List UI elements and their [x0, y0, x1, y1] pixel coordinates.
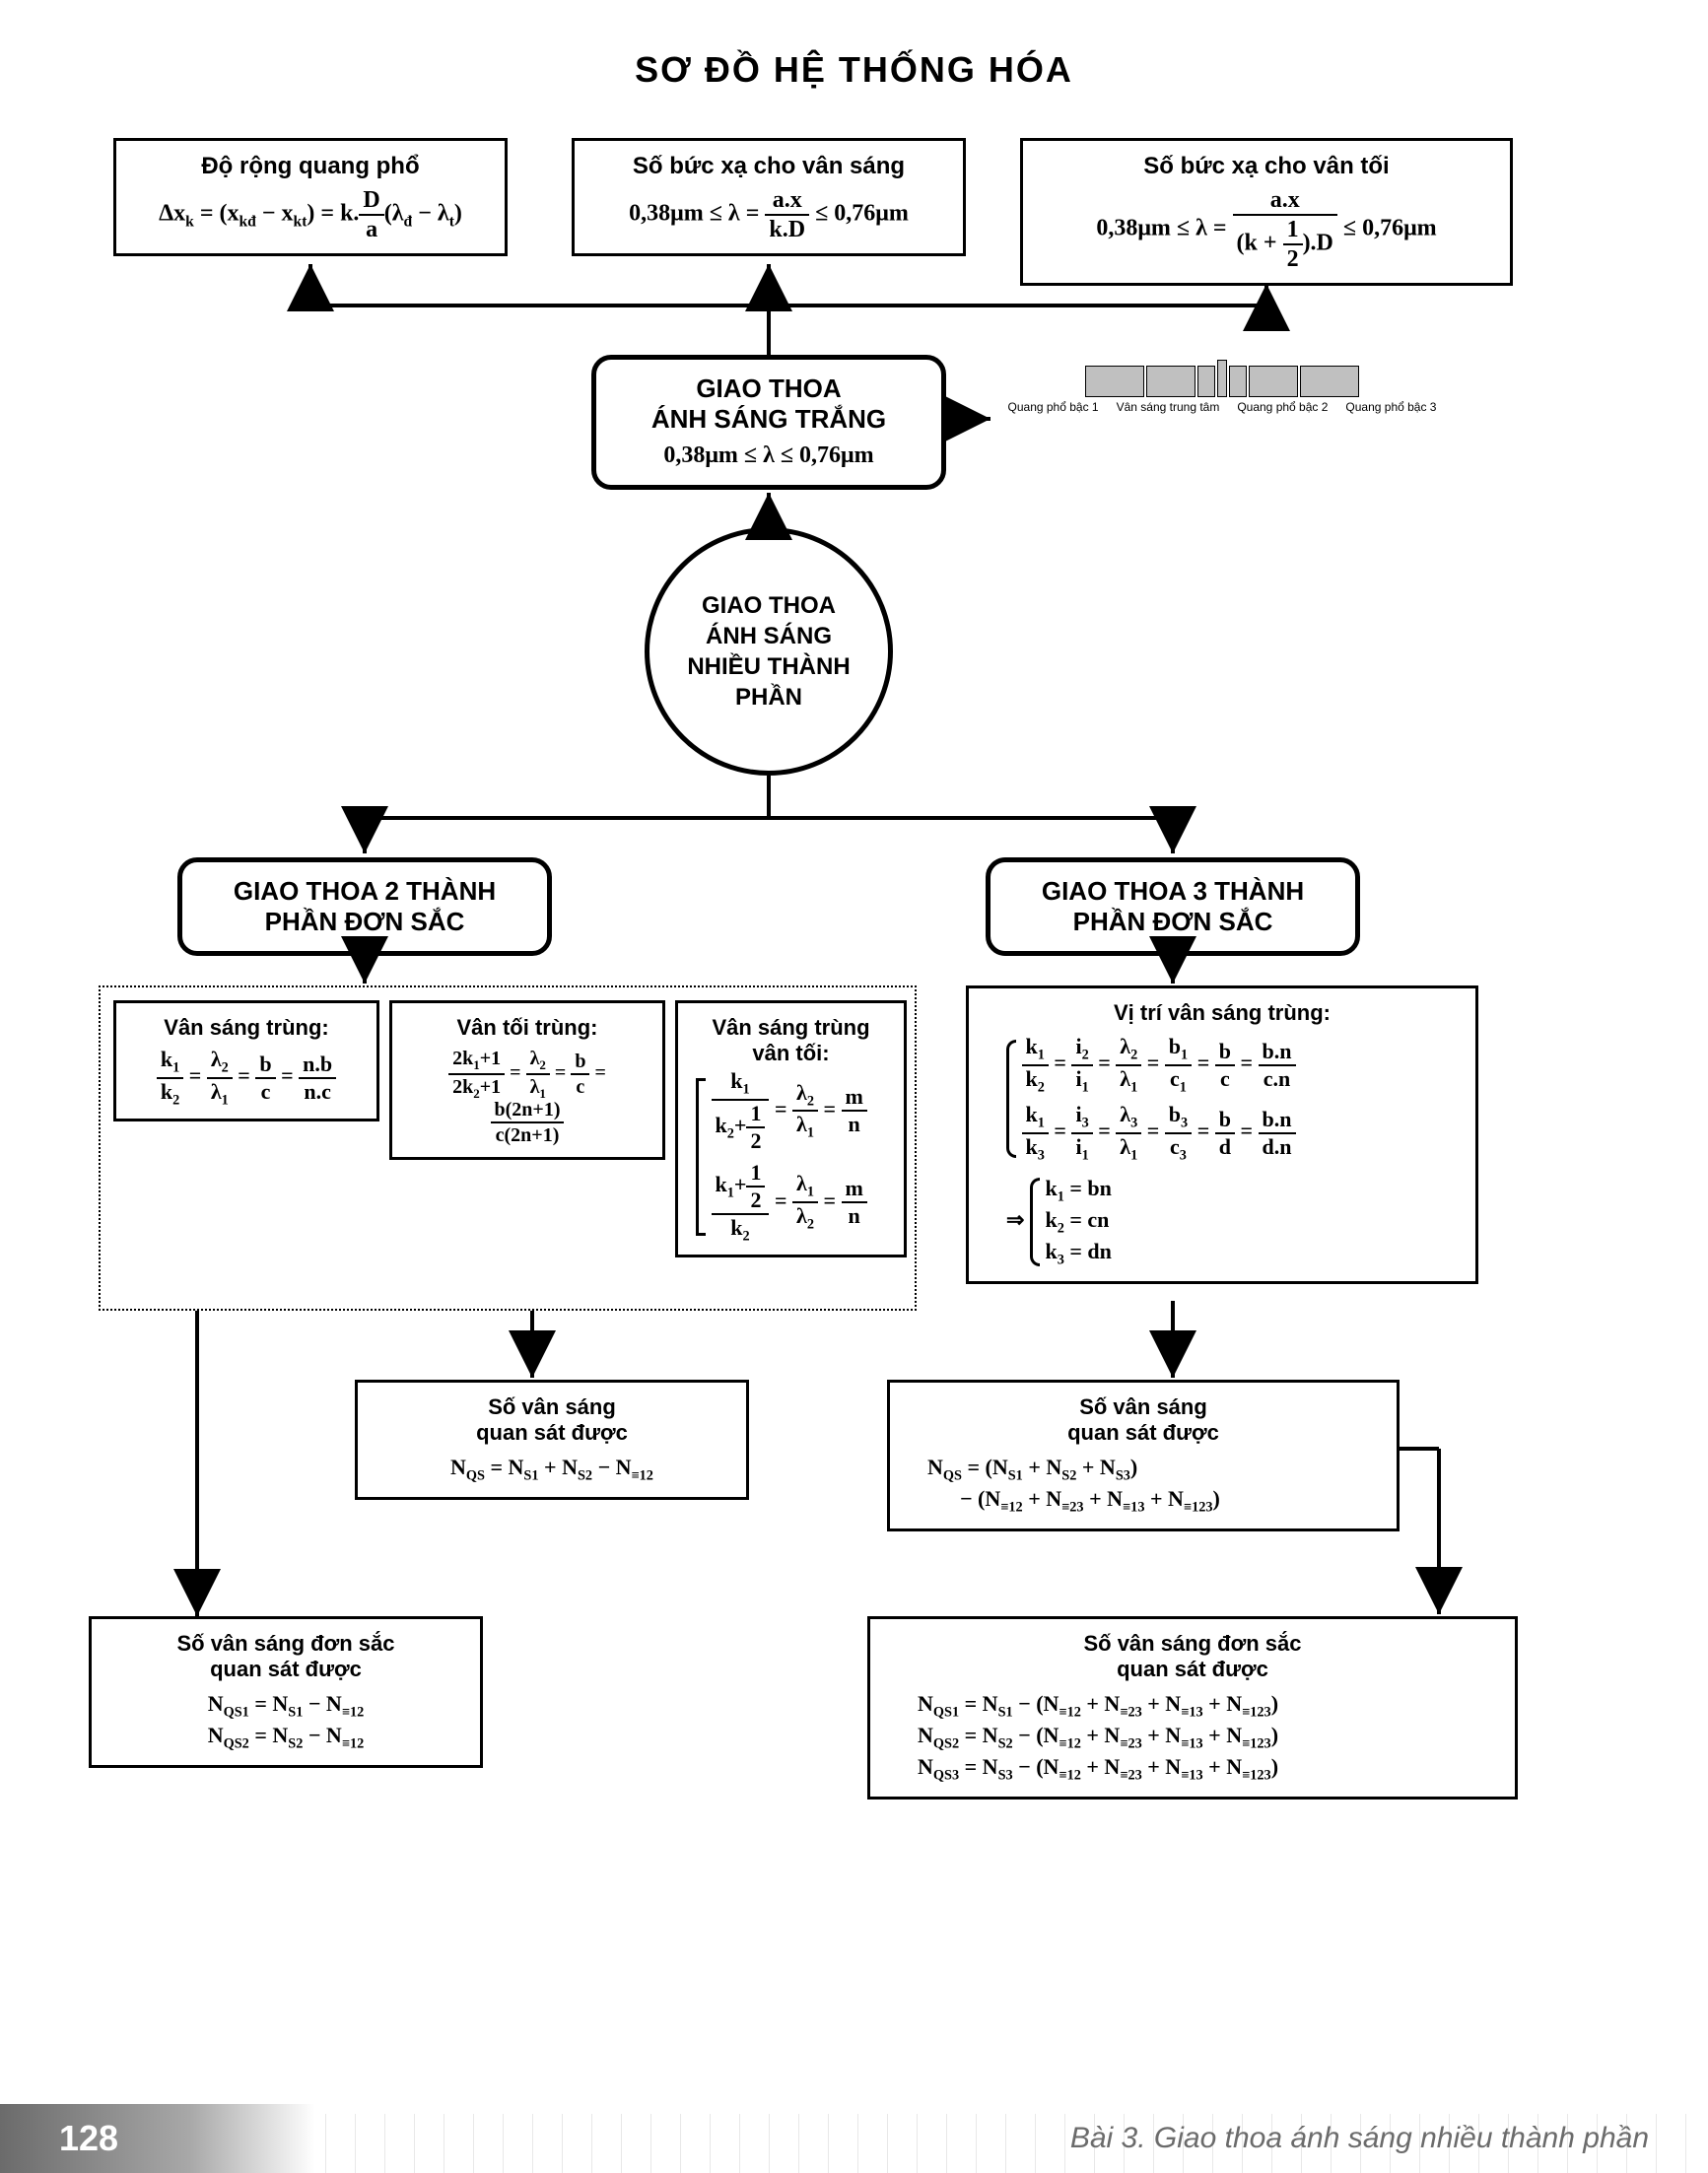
three-position-title: Vị trí vân sáng trùng: [987, 1000, 1458, 1026]
bright-coincide-formula: k1k2 = λ2λ1 = bc = n.bn.c [134, 1049, 359, 1107]
node-bright-coincide: Vân sáng trùng: k1k2 = λ2λ1 = bc = n.bn.… [113, 1000, 379, 1121]
bright-radiation-title: Số bức xạ cho vân sáng [592, 153, 945, 180]
diagram-page: SƠ ĐỒ HỆ THỐNG HÓA Độ rộng quang phổ Δxk… [0, 0, 1708, 2173]
node-white-light: GIAO THOA ÁNH SÁNG TRẮNG 0,38μm ≤ λ ≤ 0,… [591, 355, 946, 490]
dark-radiation-formula: 0,38μm ≤ λ = a.x(k + 12).D ≤ 0,76μm [1041, 188, 1492, 271]
three-comp-line1: GIAO THOA 3 THÀNH [1014, 876, 1332, 907]
three-comp-line2: PHẦN ĐƠN SẮC [1014, 907, 1332, 937]
node-bright-dark: Vân sáng trùngvân tối: k1k2+12 = λ2λ1 = … [675, 1000, 907, 1257]
spectrum-diagram: Quang phổ bậc 1 Vân sáng trung tâm Quang… [995, 360, 1449, 414]
spectrum-label-1: Quang phổ bậc 1 [1008, 401, 1099, 414]
white-light-line2: ÁNH SÁNG TRẮNG [620, 404, 918, 435]
node-spectrum-width: Độ rộng quang phổ Δxk = (xkđ − xkt) = k.… [113, 138, 508, 256]
spectrum-width-formula: Δxk = (xkđ − xkt) = k.Da(λđ − λt) [134, 188, 487, 241]
bright-coincide-title: Vân sáng trùng: [134, 1015, 359, 1041]
node-dark-radiation: Số bức xạ cho vân tối 0,38μm ≤ λ = a.x(k… [1020, 138, 1513, 286]
page-number: 128 [0, 2104, 315, 2173]
node-count-three: Số vân sángquan sát được NQS = (NS1 + NS… [887, 1380, 1400, 1531]
node-dark-coincide: Vân tối trùng: 2k1+12k2+1 = λ2λ1 = bc = … [389, 1000, 665, 1160]
chapter-title: Bài 3. Giao thoa ánh sáng nhiều thành ph… [1070, 2122, 1649, 2155]
center-line2: ÁNH SÁNG [706, 623, 832, 649]
node-mono-two: Số vân sáng đơn sắcquan sát được NQS1 = … [89, 1616, 483, 1768]
white-light-line1: GIAO THOA [620, 373, 918, 404]
node-three-position: Vị trí vân sáng trùng: k1k2 = i2i1 = λ2λ… [966, 985, 1478, 1284]
dark-coincide-formula: 2k1+12k2+1 = λ2λ1 = bc = b(2n+1)c(2n+1) [410, 1049, 645, 1145]
mono-three-formula: NQS1 = NS1 − (N≡12 + N≡23 + N≡13 + N≡123… [888, 1690, 1497, 1785]
spectrum-width-title: Độ rộng quang phổ [134, 153, 487, 180]
mono-two-formula: NQS1 = NS1 − N≡12 NQS2 = NS2 − N≡12 [109, 1690, 462, 1753]
page-title: SƠ ĐỒ HỆ THỐNG HÓA [0, 49, 1708, 91]
node-bright-radiation: Số bức xạ cho vân sáng 0,38μm ≤ λ = a.xk… [572, 138, 966, 256]
white-light-range: 0,38μm ≤ λ ≤ 0,76μm [620, 441, 918, 471]
bright-dark-formula: k1k2+12 = λ2λ1 = mn k1+12k2 = λ1λ2 = mn [696, 1070, 886, 1243]
node-center: GIAO THOA ÁNH SÁNG NHIỀU THÀNH PHẦN [645, 527, 893, 776]
node-mono-three: Số vân sáng đơn sắcquan sát được NQS1 = … [867, 1616, 1518, 1800]
count-two-formula: NQS = NS1 + NS2 − N≡12 [376, 1454, 728, 1485]
spectrum-label-3: Quang phổ bậc 3 [1345, 401, 1436, 414]
node-count-two: Số vân sángquan sát được NQS = NS1 + NS2… [355, 1380, 749, 1500]
dark-coincide-title: Vân tối trùng: [410, 1015, 645, 1041]
center-line4: PHẦN [735, 684, 802, 711]
center-line1: GIAO THOA [702, 592, 836, 619]
spectrum-label-2: Quang phổ bậc 2 [1237, 401, 1328, 414]
two-comp-line2: PHẦN ĐƠN SẮC [206, 907, 523, 937]
dark-radiation-title: Số bức xạ cho vân tối [1041, 153, 1492, 180]
count-three-formula: NQS = (NS1 + NS2 + NS3) − (N≡12 + N≡23 +… [908, 1454, 1379, 1517]
spectrum-label-center: Vân sáng trung tâm [1117, 401, 1220, 414]
bright-radiation-formula: 0,38μm ≤ λ = a.xk.D ≤ 0,76μm [592, 188, 945, 241]
node-three-component: GIAO THOA 3 THÀNH PHẦN ĐƠN SẮC [986, 857, 1360, 956]
center-line3: NHIỀU THÀNH [687, 653, 850, 680]
three-position-formula: k1k2 = i2i1 = λ2λ1 = b1c1 = bc = b.nc.n … [987, 1036, 1458, 1269]
two-comp-line1: GIAO THOA 2 THÀNH [206, 876, 523, 907]
node-two-component: GIAO THOA 2 THÀNH PHẦN ĐƠN SẮC [177, 857, 552, 956]
